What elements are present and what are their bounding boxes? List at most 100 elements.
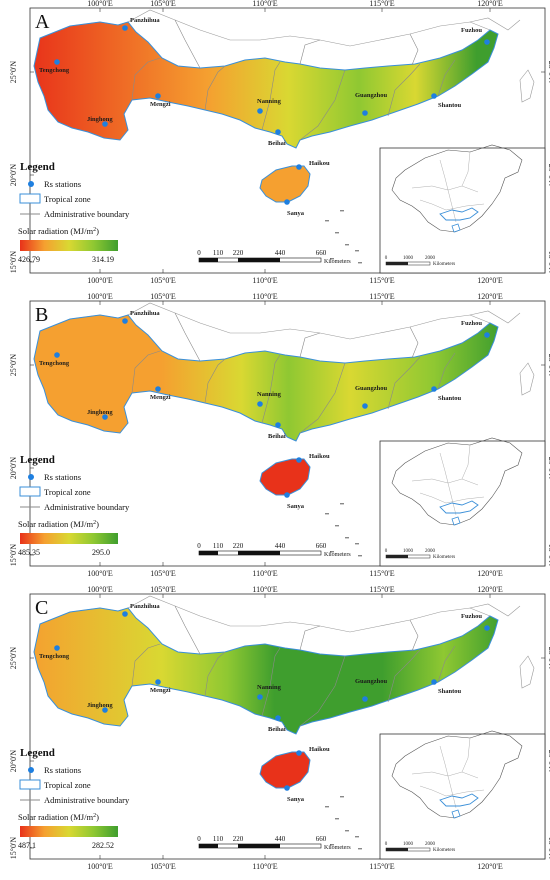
- map-panel-svg: 100°0'E 100°0'E 105°0'E 105°0'E 110°0'E 110°0…: [9, 0, 550, 285]
- lon-label-top: 115°0'E: [369, 293, 394, 301]
- rs-station-dot: [296, 164, 302, 170]
- panel-letter: C: [35, 597, 48, 619]
- inset-admin-line: [461, 444, 471, 480]
- scale-unit: Kilometers: [324, 259, 351, 265]
- admin-boundary-line: [299, 655, 346, 727]
- inset-scale-tick: 1000: [403, 256, 414, 261]
- inset-scale-tick: 2000: [425, 842, 436, 847]
- legend-max-value: 314.19: [92, 255, 114, 264]
- lon-label-bottom: 120°0'E: [477, 569, 503, 578]
- country-border: [469, 310, 521, 324]
- rs-station-dot: [102, 414, 108, 420]
- lon-label-bottom: 100°0'E: [87, 569, 113, 578]
- admin-boundary-line: [261, 647, 281, 717]
- scale-tick-label: 110: [213, 835, 224, 843]
- inset-scale-unit: Kilometers: [433, 262, 455, 267]
- station-label: Haikou: [309, 453, 330, 460]
- station-label: Panzhihua: [130, 310, 160, 317]
- lat-label-left: 20°0'N: [9, 750, 18, 773]
- legend-max-value: 282.52: [92, 841, 114, 850]
- panel-letter: A: [35, 11, 50, 33]
- taiwan-outline: [519, 362, 535, 396]
- admin-boundary-line: [387, 356, 421, 410]
- scale-tick-label: 0: [197, 542, 201, 550]
- island-speck: [330, 844, 334, 846]
- map-panel-svg: 100°0'E 100°0'E 105°0'E 105°0'E 110°0'E 110°0…: [9, 585, 550, 871]
- inset-china-outline: [391, 730, 523, 819]
- station-label: Tengchong: [39, 653, 70, 660]
- scale-tick-label: 440: [275, 542, 286, 550]
- legend-solar-radiation: Solar radiation (MJ/m2): [18, 226, 99, 236]
- rs-station-dot: [484, 625, 490, 631]
- island-speck: [345, 830, 349, 832]
- panel-letter: B: [35, 304, 48, 326]
- inset-scale-unit: Kilometers: [433, 848, 455, 853]
- station-label: Beihai: [268, 140, 286, 147]
- inset-frame: [379, 733, 546, 860]
- legend-title: Legend: [20, 747, 55, 759]
- taiwan-outline: [519, 69, 535, 103]
- admin-boundary-line: [174, 605, 201, 655]
- island-speck: [358, 848, 362, 850]
- lon-label-top: 115°0'E: [369, 586, 394, 594]
- lat-label-right: 15°0'N: [547, 544, 550, 567]
- station-label: Panzhihua: [130, 17, 160, 24]
- legend-admin-boundary: Administrative boundary: [44, 502, 130, 512]
- legend-solar-radiation-sup: 2: [93, 520, 96, 526]
- legend-min-value: 426.79: [18, 255, 40, 264]
- rs-station-dot: [362, 696, 368, 702]
- inset-scale-bar-fill: [386, 848, 408, 851]
- map-panel-c: 100°0'E 100°0'E 105°0'E 105°0'E 110°0'E 110°0…: [0, 585, 550, 874]
- country-border: [469, 603, 521, 617]
- admin-boundary-line: [437, 59, 456, 97]
- scale-unit: Kilometers: [324, 552, 351, 558]
- rs-station-dot: [155, 93, 161, 99]
- lat-label-right: 25°0'N: [547, 647, 550, 670]
- admin-boundary-line: [174, 19, 201, 69]
- station-label: Sanya: [287, 503, 305, 510]
- rs-station-dot: [284, 199, 290, 205]
- rs-station-dot: [122, 611, 128, 617]
- lat-label-left: 25°0'N: [9, 61, 18, 84]
- inset-admin-line: [439, 452, 457, 516]
- station-label: Shantou: [438, 102, 462, 109]
- lat-label-left: 15°0'N: [9, 251, 18, 274]
- scale-tick-label: 110: [213, 249, 224, 257]
- rs-station-dot: [484, 332, 490, 338]
- lat-label-right: 15°0'N: [547, 837, 550, 860]
- station-label: Fuzhou: [461, 613, 482, 620]
- station-label: Panzhihua: [130, 603, 160, 610]
- admin-boundary-line: [261, 354, 281, 424]
- station-label: Sanya: [287, 210, 305, 217]
- legend-solar-radiation-end: ): [96, 519, 99, 529]
- legend-rs-stations: Rs stations: [44, 472, 81, 482]
- inset-admin-line: [461, 737, 471, 773]
- admin-boundary-line: [387, 63, 421, 117]
- island-speck: [335, 525, 339, 527]
- inset-china-outline: [391, 437, 523, 526]
- inset-admin-line: [439, 745, 457, 809]
- legend-solar-radiation-sup: 2: [93, 227, 96, 233]
- inset-frame: [379, 147, 546, 274]
- rs-station-dot: [54, 59, 60, 65]
- station-label: Beihai: [268, 726, 286, 733]
- station-label: Guangzhou: [355, 385, 388, 392]
- admin-boundary-line: [299, 362, 346, 434]
- legend-title: Legend: [20, 454, 55, 466]
- scale-bar-fill: [238, 844, 280, 848]
- island-speck: [358, 555, 362, 557]
- map-panel-a: 100°0'E 100°0'E 105°0'E 105°0'E 110°0'E 110°0…: [0, 0, 550, 288]
- island-speck: [355, 250, 359, 252]
- lon-label-top: 120°0'E: [477, 293, 503, 301]
- lon-label-top: 120°0'E: [477, 0, 503, 8]
- inset-hainan: [451, 809, 461, 819]
- admin-boundary-line: [299, 69, 346, 141]
- admin-boundary-line: [204, 651, 226, 697]
- station-label: Jinghong: [87, 116, 113, 123]
- admin-boundary-line: [204, 65, 226, 111]
- station-label: Tengchong: [39, 67, 70, 74]
- hainan-island: [259, 165, 311, 203]
- rs-station-dot: [431, 679, 437, 685]
- scale-tick-label: 220: [233, 249, 244, 257]
